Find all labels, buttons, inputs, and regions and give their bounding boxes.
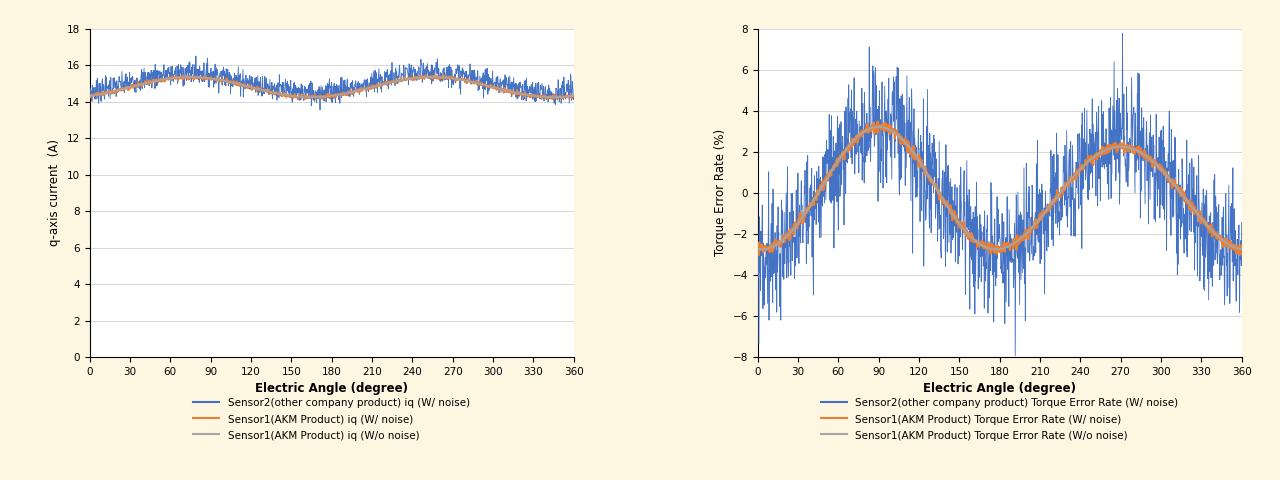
Y-axis label: q-axis current  (A): q-axis current (A) (49, 139, 61, 246)
Legend: Sensor2(other company product) Torque Error Rate (W/ noise), Sensor1(AKM Product: Sensor2(other company product) Torque Er… (820, 397, 1179, 441)
X-axis label: Electric Angle (degree): Electric Angle (degree) (923, 383, 1076, 396)
Y-axis label: Torque Error Rate (%): Torque Error Rate (%) (714, 130, 727, 256)
X-axis label: Electric Angle (degree): Electric Angle (degree) (255, 383, 408, 396)
Legend: Sensor2(other company product) iq (W/ noise), Sensor1(AKM Product) iq (W/ noise): Sensor2(other company product) iq (W/ no… (193, 397, 470, 441)
